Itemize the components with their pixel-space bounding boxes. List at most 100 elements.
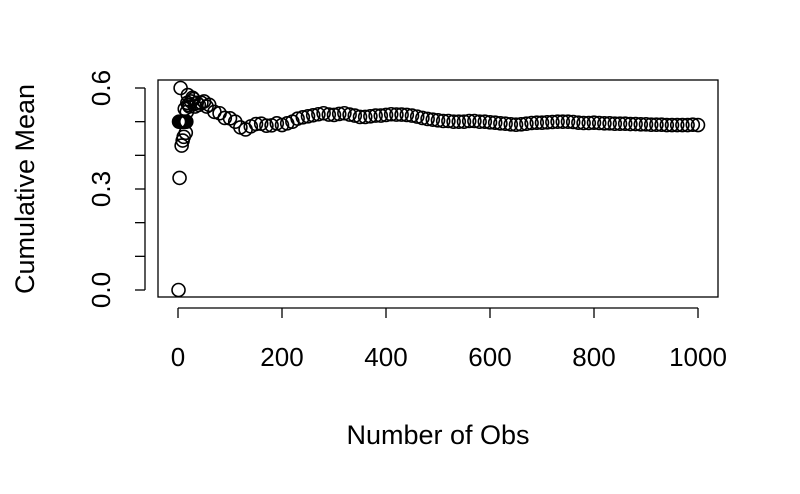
data-point: [482, 115, 498, 130]
x-axis: 0 200 400 600 800 1000: [171, 307, 727, 372]
data-point: [174, 138, 189, 153]
data-point: [591, 115, 607, 131]
data-point: [217, 110, 233, 126]
data-point: [654, 117, 669, 132]
data-point: [409, 109, 425, 124]
data-point: [498, 116, 513, 131]
y-axis: 0.0 0.3 0.6: [86, 70, 146, 308]
data-point: [659, 117, 675, 133]
data-point: [420, 111, 435, 127]
data-point: [519, 116, 534, 131]
x-tick-label: 0: [171, 342, 185, 372]
data-point: [493, 116, 508, 131]
data-point: [508, 117, 524, 132]
data-point: [576, 115, 591, 131]
data-point: [680, 117, 695, 133]
data-point: [649, 117, 664, 132]
data-point: [179, 114, 194, 129]
data-point: [623, 116, 638, 132]
data-point: [643, 117, 659, 132]
x-tick-label: 600: [468, 342, 511, 372]
data-point: [290, 111, 305, 126]
data-point: [539, 115, 555, 130]
data-point: [675, 117, 690, 133]
data-point: [342, 107, 357, 122]
data-point: [467, 113, 482, 129]
data-point: [316, 105, 331, 121]
data-point: [534, 115, 550, 130]
data-point: [441, 113, 456, 129]
y-tick-label: 0.6: [86, 70, 116, 106]
data-point: [607, 116, 623, 131]
data-point: [586, 115, 602, 130]
data-point: [690, 117, 706, 133]
data-point: [612, 116, 628, 131]
data-point: [373, 108, 389, 123]
data-point: [685, 117, 701, 132]
data-point: [178, 125, 194, 141]
x-tick-label: 1000: [669, 342, 727, 372]
data-point: [173, 80, 188, 96]
data-point: [300, 108, 316, 124]
data-point: [545, 114, 560, 130]
data-point: [435, 113, 451, 129]
data-point: [571, 115, 586, 130]
data-point: [456, 114, 472, 129]
data-point: [477, 114, 493, 129]
data-point: [503, 117, 519, 132]
data-point: [472, 114, 487, 129]
y-tick-label: 0.0: [86, 272, 116, 308]
x-tick-label: 200: [260, 342, 303, 372]
data-point: [321, 107, 337, 122]
data-point: [378, 107, 394, 123]
data-point: [446, 114, 461, 129]
data-point: [171, 282, 186, 298]
data-point: [357, 109, 373, 125]
data-point: [425, 112, 441, 127]
data-point: [487, 115, 503, 130]
data-point: [581, 115, 597, 131]
data-point: [524, 115, 539, 131]
data-point: [305, 107, 321, 123]
data-point: [347, 108, 363, 123]
data-point: [565, 114, 581, 130]
data-point: [597, 116, 612, 131]
data-point: [363, 108, 378, 124]
data-point: [199, 99, 214, 114]
data-point: [415, 110, 430, 126]
data-point: [394, 107, 409, 122]
data-point: [602, 116, 617, 131]
data-point: [389, 107, 404, 122]
y-tick-label: 0.3: [86, 171, 116, 207]
data-point: [383, 106, 399, 122]
x-axis-title: Number of Obs: [346, 420, 529, 450]
data-point: [560, 114, 576, 129]
data-point: [461, 113, 477, 129]
data-point: [352, 109, 368, 125]
data-point: [628, 116, 643, 132]
data-point: [326, 107, 342, 123]
y-axis-title: Cumulative Mean: [10, 84, 40, 294]
data-point: [513, 117, 529, 132]
data-point: [638, 117, 654, 132]
data-point: [172, 170, 187, 186]
data-point: [295, 109, 311, 125]
data-point: [451, 114, 467, 129]
plot-frame: [157, 79, 719, 298]
data-point: [529, 115, 545, 130]
data-point: [430, 113, 446, 128]
data-point: [617, 116, 633, 131]
data-point: [669, 117, 685, 133]
data-point: [248, 116, 264, 132]
data-point: [664, 117, 680, 133]
x-tick-label: 400: [364, 342, 407, 372]
data-point: [331, 106, 347, 122]
data-point: [311, 106, 326, 122]
data-point: [555, 114, 571, 129]
data-point: [368, 108, 383, 123]
data-point: [337, 105, 352, 121]
data-point: [404, 108, 420, 123]
data-point: [550, 114, 565, 129]
data-point: [399, 107, 415, 123]
